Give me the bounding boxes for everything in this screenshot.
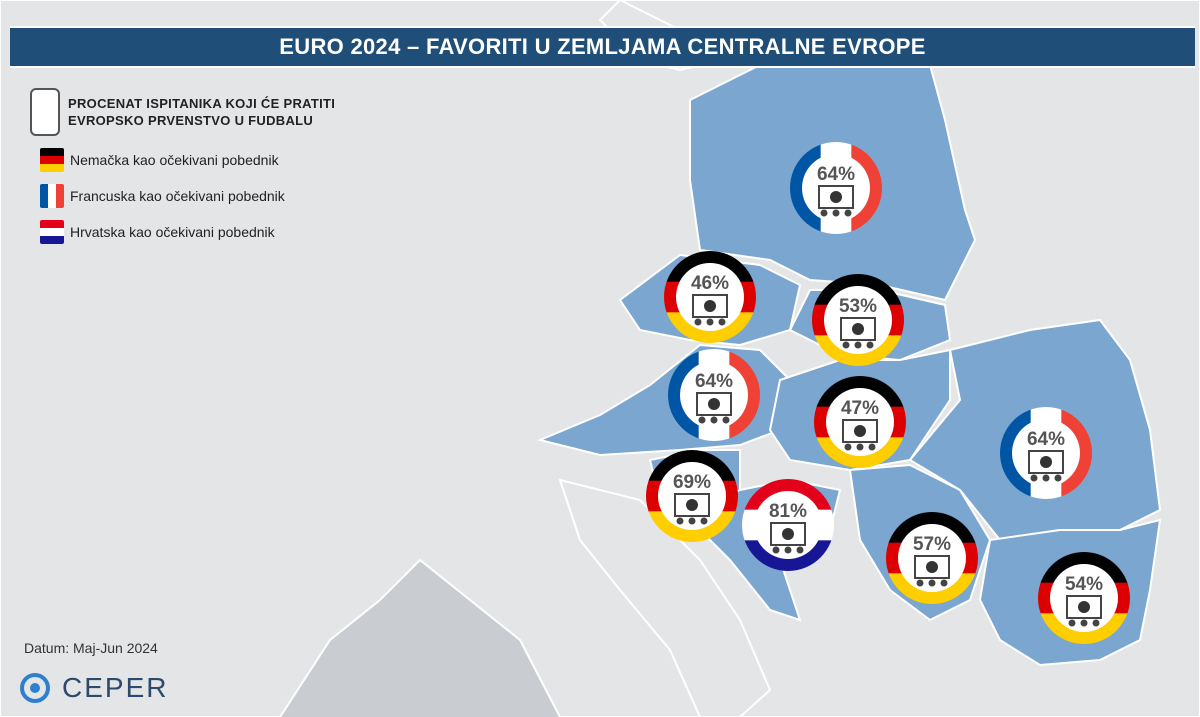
tv-audience-icon [1066,595,1102,627]
ceper-logo: CEPER [20,672,168,704]
marker-value: 64% [1027,429,1065,450]
legend-germany-row: Nemačka kao očekivani pobednik [30,148,360,172]
marker-value: 54% [1065,574,1103,595]
legend: PROCENAT ISPITANIKA KOJI ĆE PRATITI EVRO… [30,88,360,256]
croatia-flag-icon [40,220,64,244]
legend-croatia-row: Hrvatska kao očekivani pobednik [30,220,360,244]
marker-value: 69% [673,472,711,493]
tv-audience-icon [30,88,61,136]
marker-value: 53% [839,296,877,317]
title-bar: EURO 2024 – FAVORITI U ZEMLJAMA CENTRALN… [10,26,1195,68]
tv-audience-icon [696,392,732,424]
country-marker: 57% [886,512,978,604]
tv-audience-icon [692,294,728,326]
tv-audience-icon [840,317,876,349]
legend-france-row: Francuska kao očekivani pobednik [30,184,360,208]
legend-france-label: Francuska kao očekivani pobednik [70,188,285,204]
country-marker: 53% [812,274,904,366]
legend-germany-label: Nemačka kao očekivani pobednik [70,152,279,168]
page-title: EURO 2024 – FAVORITI U ZEMLJAMA CENTRALN… [279,34,926,59]
marker-value: 57% [913,534,951,555]
marker-value: 64% [817,164,855,185]
germany-flag-icon [40,148,64,172]
tv-audience-icon [818,185,854,217]
logo-text: CEPER [62,672,169,703]
country-marker: 64% [1000,407,1092,499]
tv-audience-icon [770,522,806,554]
marker-value: 64% [695,371,733,392]
legend-croatia-label: Hrvatska kao očekivani pobednik [70,224,275,240]
tv-audience-icon [1028,450,1064,482]
france-flag-icon [40,184,64,208]
legend-main-row: PROCENAT ISPITANIKA KOJI ĆE PRATITI EVRO… [30,88,360,136]
country-marker: 64% [790,142,882,234]
ceper-logo-icon [20,673,50,703]
country-marker: 46% [664,251,756,343]
legend-main-label: PROCENAT ISPITANIKA KOJI ĆE PRATITI EVRO… [68,96,336,128]
marker-value: 81% [769,501,807,522]
tv-audience-icon [842,419,878,451]
tv-audience-icon [674,493,710,525]
date-label: Datum: Maj-Jun 2024 [24,640,158,656]
marker-value: 46% [691,273,729,294]
tv-audience-icon [914,555,950,587]
marker-value: 47% [841,398,879,419]
